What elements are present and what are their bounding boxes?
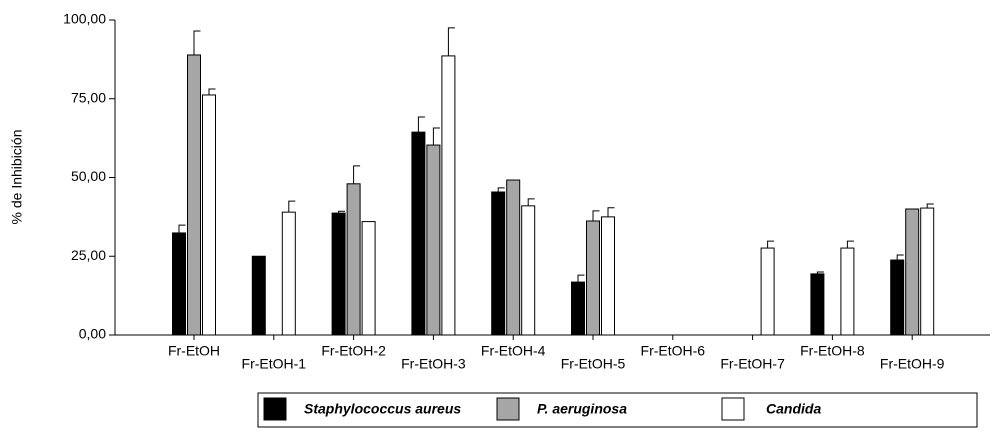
error-bar: [592, 210, 600, 221]
error-bar: [178, 224, 186, 233]
x-tick-label: Fr-EtOH-6: [641, 343, 706, 359]
error-bar: [193, 30, 201, 55]
bar: [521, 205, 536, 336]
y-tick-label: 50,00: [71, 168, 106, 184]
bar: [905, 208, 920, 336]
x-tick-label: Fr-EtOH-8: [800, 343, 865, 359]
x-tick-label: Fr-EtOH-5: [561, 356, 626, 372]
error-bar: [896, 254, 904, 261]
x-tick-label: Fr-EtOH: [168, 343, 220, 359]
bar: [187, 54, 201, 336]
error-bar: [846, 240, 854, 249]
error-bar: [816, 271, 824, 274]
y-axis-label: % de Inhibición: [9, 130, 25, 225]
x-tick-label: Fr-EtOH-2: [321, 343, 386, 359]
bar: [411, 131, 426, 336]
y-tick-label: 25,00: [71, 247, 106, 263]
bar: [491, 191, 506, 336]
x-tick-label: Fr-EtOH-4: [481, 343, 546, 359]
legend-label: P. aeruginosa: [537, 401, 627, 417]
error-bar: [353, 165, 361, 184]
bar: [202, 94, 216, 336]
bar: [601, 216, 615, 336]
x-tick-label: Fr-EtOH-9: [880, 356, 945, 372]
bar: [506, 179, 521, 336]
error-bar: [338, 210, 346, 214]
bar: [346, 183, 361, 336]
x-tick-label: Fr-EtOH-1: [242, 356, 307, 372]
x-tick-label: Fr-EtOH-3: [401, 356, 466, 372]
error-bar: [432, 127, 440, 146]
error-bar: [527, 198, 535, 206]
error-bar: [607, 207, 615, 217]
bar: [760, 247, 775, 336]
bar: [281, 211, 296, 336]
error-bar: [447, 27, 455, 56]
y-tick-label: 0,00: [79, 326, 106, 342]
bar: [251, 255, 266, 336]
x-tick-label: Fr-EtOH-7: [720, 356, 785, 372]
bar: [361, 221, 376, 336]
legend-swatch: [263, 397, 287, 421]
legend-label: Candida: [766, 401, 821, 417]
bar: [840, 247, 855, 336]
bar: [441, 55, 456, 336]
bar: [331, 212, 346, 336]
legend-label: Staphylococcus aureus: [304, 401, 461, 417]
error-bar: [926, 203, 934, 209]
bar: [586, 220, 600, 336]
legend-swatch: [721, 397, 745, 421]
bar: [890, 259, 905, 336]
bar: [920, 207, 935, 336]
error-bar: [577, 274, 585, 283]
legend-swatch: [496, 397, 520, 421]
error-bar: [288, 200, 296, 213]
error-bar: [767, 240, 775, 249]
y-tick-label: 100,00: [63, 11, 106, 27]
error-bar: [497, 187, 505, 192]
error-bar: [417, 116, 425, 133]
legend-box: [257, 392, 978, 428]
bar: [426, 144, 441, 336]
bar: [571, 281, 585, 336]
y-tick-label: 75,00: [71, 89, 106, 105]
bar: [172, 232, 186, 336]
bar: [810, 273, 825, 336]
error-bar: [208, 88, 216, 95]
